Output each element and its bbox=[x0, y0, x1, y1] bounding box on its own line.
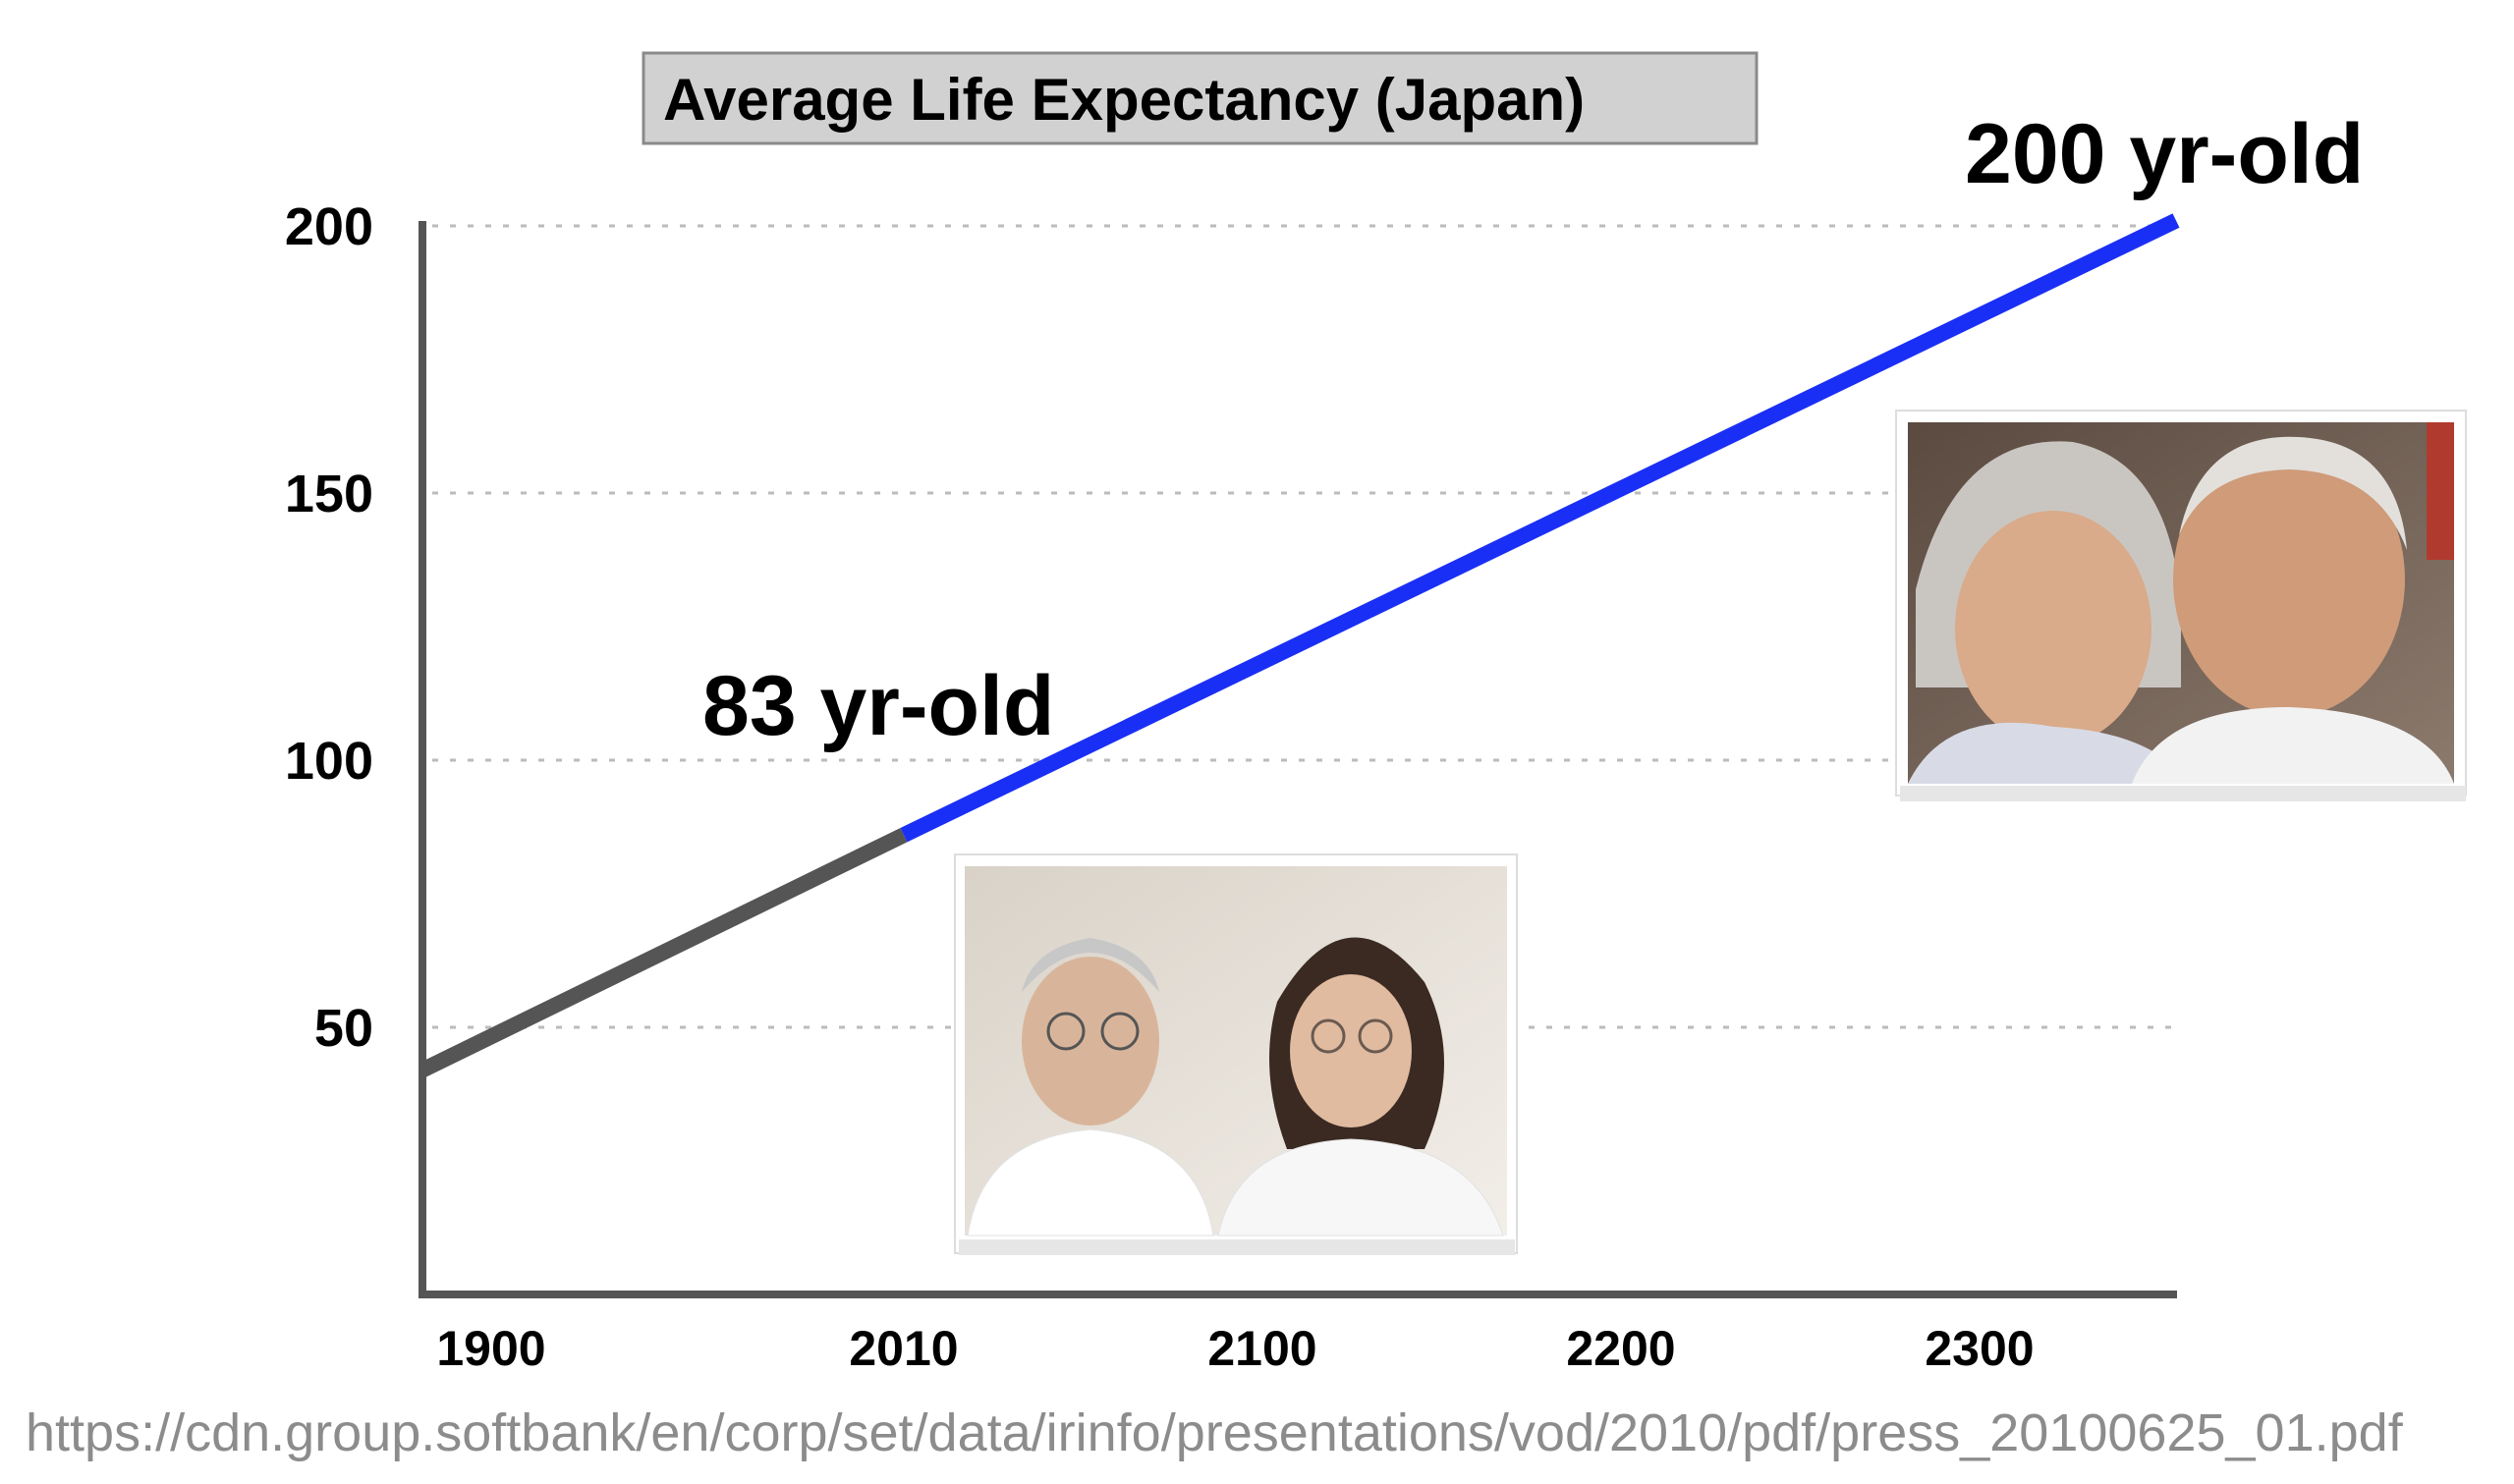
x-tick-label: 1900 bbox=[436, 1321, 545, 1376]
elderly-couple-photo-future bbox=[1895, 410, 2467, 801]
series-lines bbox=[419, 213, 2180, 1077]
projection-line bbox=[900, 213, 2180, 843]
y-tick-labels: 50 100 150 200 bbox=[285, 197, 373, 1058]
annotation-200-yr-old: 200 yr-old bbox=[1965, 107, 2364, 201]
x-tick-labels: 1900 2010 2100 2200 2300 bbox=[436, 1321, 2034, 1376]
elderly-couple-photo-2010 bbox=[954, 853, 1518, 1255]
x-tick-label: 2200 bbox=[1566, 1321, 1675, 1376]
chart-title: Average Life Expectancy (Japan) bbox=[663, 67, 1585, 133]
y-tick-label: 200 bbox=[285, 197, 373, 256]
y-tick-label: 150 bbox=[285, 465, 373, 523]
x-tick-label: 2100 bbox=[1207, 1321, 1316, 1376]
y-tick-label: 50 bbox=[314, 999, 373, 1058]
x-tick-label: 2010 bbox=[849, 1321, 958, 1376]
chart-title-box: Average Life Expectancy (Japan) bbox=[642, 51, 1759, 145]
source-url[interactable]: https://cdn.group.softbank/en/corp/set/d… bbox=[26, 1403, 2403, 1462]
y-tick-label: 100 bbox=[285, 732, 373, 791]
x-tick-label: 2300 bbox=[1925, 1321, 2034, 1376]
axes bbox=[419, 221, 2177, 1298]
annotation-83-yr-old: 83 yr-old bbox=[702, 659, 1054, 753]
historical-line bbox=[419, 827, 908, 1077]
